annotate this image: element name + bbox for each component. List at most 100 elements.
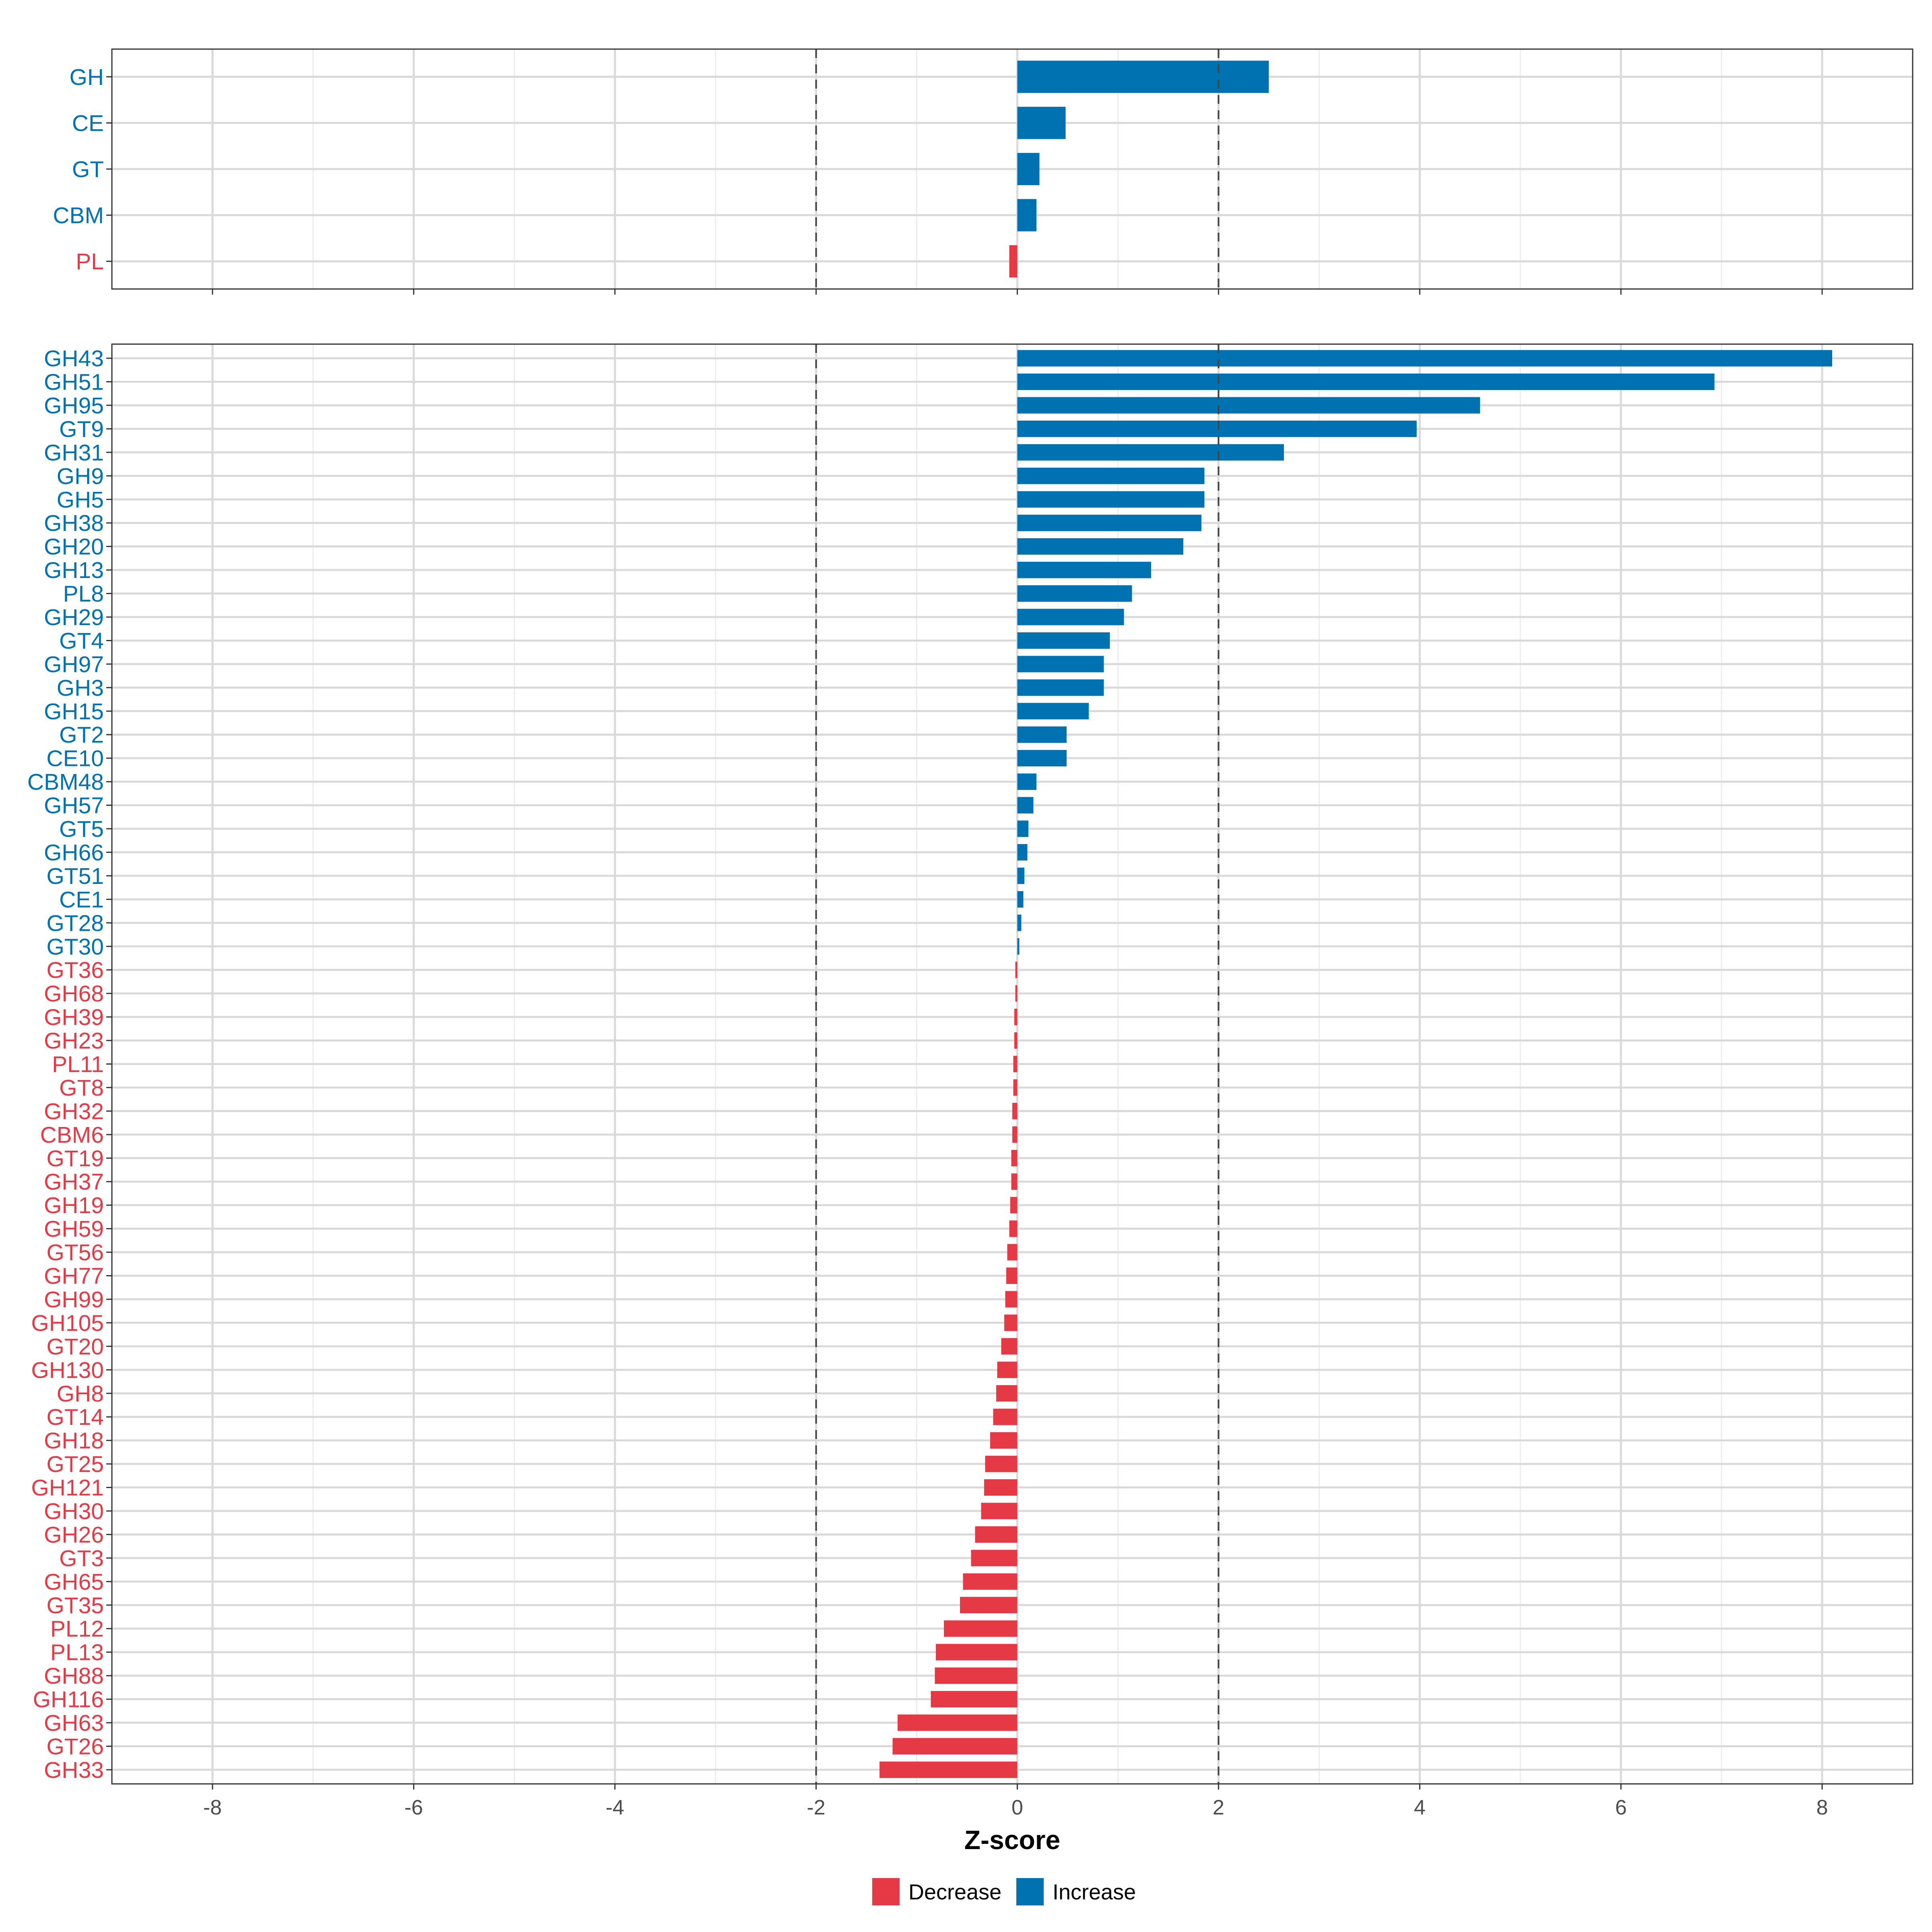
bar-cbm6 — [1012, 1126, 1018, 1143]
bar-gh29 — [1017, 609, 1124, 625]
category-label: GT2 — [59, 722, 104, 748]
category-label: GH99 — [44, 1287, 104, 1313]
bar-gh32 — [1012, 1102, 1018, 1119]
bar-gt8 — [1013, 1079, 1018, 1096]
category-label: GH — [70, 64, 104, 90]
bar-cbm48 — [1017, 773, 1036, 790]
bar-gh31 — [1017, 444, 1284, 461]
bar-gh68 — [1015, 985, 1018, 1002]
category-label: GH59 — [44, 1216, 104, 1242]
legend-label: Decrease — [908, 1880, 1001, 1904]
bar-gh13 — [1017, 561, 1151, 578]
category-label: GH29 — [44, 605, 104, 630]
category-label: GH63 — [44, 1710, 104, 1736]
bar-gh33 — [879, 1761, 1018, 1778]
category-label: GT56 — [46, 1240, 104, 1265]
bar-gt35 — [960, 1597, 1018, 1614]
category-label: GH116 — [33, 1687, 104, 1713]
bar-gt4 — [1017, 632, 1110, 649]
category-label: GH19 — [44, 1193, 104, 1218]
bar-gt36 — [1015, 962, 1018, 978]
legend-key — [872, 1878, 900, 1905]
bar-gh105 — [1004, 1314, 1018, 1331]
bar-gh59 — [1009, 1220, 1018, 1237]
x-axis: -8 -6 -4 -2 0 2 4 6 8 — [203, 1796, 1828, 1819]
bottom-panel: GH43GH51GH95GT9GH31GH9GH5GH38GH20GH13PL8… — [27, 343, 1913, 1790]
bar-gh66 — [1017, 844, 1028, 861]
category-label: GH3 — [57, 675, 104, 701]
bar-gh121 — [984, 1479, 1018, 1496]
category-label: GH43 — [44, 346, 104, 372]
x-axis-title: Z-score — [964, 1825, 1060, 1855]
bar-gh116 — [931, 1691, 1018, 1708]
bar-gt28 — [1017, 914, 1022, 931]
category-label: CBM48 — [27, 769, 104, 795]
bar-gt51 — [1017, 867, 1024, 884]
category-label: GH31 — [44, 440, 104, 466]
category-label: GH38 — [44, 510, 104, 536]
category-label: GH65 — [44, 1569, 104, 1595]
category-label: GT35 — [46, 1593, 104, 1618]
bar-ce10 — [1017, 750, 1067, 767]
bar-gh130 — [997, 1361, 1018, 1378]
category-label: GT8 — [59, 1075, 104, 1101]
category-label: GH23 — [44, 1028, 104, 1054]
bar-gh63 — [898, 1714, 1018, 1731]
category-label: GH30 — [44, 1499, 104, 1524]
category-label: GH15 — [44, 699, 104, 724]
category-label: GH121 — [31, 1475, 104, 1501]
bar-gh99 — [1005, 1291, 1018, 1308]
category-label: GH68 — [44, 981, 104, 1007]
bar-gh5 — [1017, 491, 1205, 508]
category-label: GT25 — [46, 1451, 104, 1477]
x-tick-label: 0 — [1011, 1796, 1023, 1819]
category-label: PL8 — [63, 581, 104, 607]
bar-gt — [1017, 153, 1040, 186]
bar-gh15 — [1017, 703, 1089, 720]
x-tick-label: -6 — [405, 1796, 423, 1819]
bar-gh51 — [1017, 374, 1715, 390]
bar-gh23 — [1014, 1032, 1018, 1049]
bar-gt26 — [892, 1738, 1018, 1754]
bar-pl12 — [944, 1620, 1018, 1637]
bar-pl — [1009, 245, 1018, 278]
category-label: GH130 — [31, 1357, 104, 1383]
category-label: GT14 — [46, 1404, 104, 1430]
bar-gh97 — [1017, 656, 1104, 673]
category-label: GH8 — [57, 1381, 104, 1407]
bar-gh3 — [1017, 679, 1104, 696]
bar-gh95 — [1017, 397, 1480, 414]
category-label: GT20 — [46, 1334, 104, 1360]
category-label: GH37 — [44, 1169, 104, 1195]
bar-ce — [1017, 107, 1066, 139]
bar-pl13 — [936, 1644, 1018, 1661]
bar-gh37 — [1011, 1173, 1018, 1190]
category-label: GH9 — [57, 463, 104, 489]
category-label: GT3 — [59, 1546, 104, 1571]
bar-gt14 — [993, 1408, 1018, 1425]
category-label: CE — [72, 110, 104, 136]
category-label: CE10 — [46, 746, 104, 772]
bar-gh19 — [1010, 1197, 1018, 1214]
bar-gh30 — [981, 1503, 1018, 1519]
top-panel: GH CE GT CBM PL — [53, 48, 1913, 295]
category-label: GH18 — [44, 1428, 104, 1454]
legend-key — [1016, 1878, 1044, 1905]
category-label: GH33 — [44, 1757, 104, 1783]
category-label: GT — [72, 157, 104, 182]
category-label: GT19 — [46, 1146, 104, 1171]
bar-gh43 — [1017, 350, 1833, 367]
category-label: GH105 — [31, 1310, 104, 1336]
category-label: CBM — [53, 203, 104, 229]
category-label: PL11 — [52, 1052, 104, 1077]
bar-gh8 — [996, 1385, 1018, 1402]
category-label: GH57 — [44, 793, 104, 819]
category-label: GH51 — [44, 369, 104, 395]
bar-pl11 — [1013, 1056, 1018, 1072]
category-label: GH5 — [57, 487, 104, 513]
bar-gh39 — [1014, 1009, 1018, 1026]
bar-gt25 — [985, 1455, 1018, 1472]
legend-label: Increase — [1053, 1880, 1136, 1904]
category-label: GT28 — [46, 910, 104, 936]
